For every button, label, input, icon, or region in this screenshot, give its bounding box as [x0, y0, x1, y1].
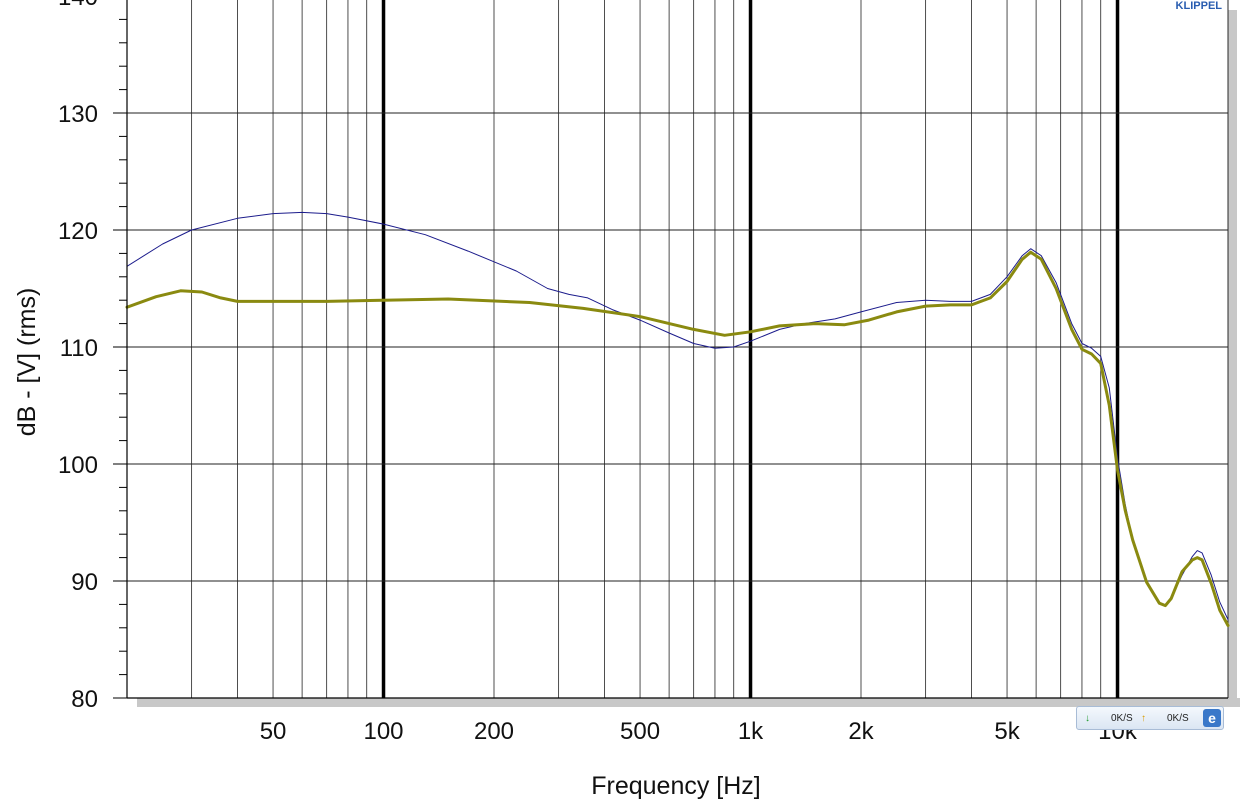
- y-tick-label: 110: [60, 335, 98, 362]
- tick-labels: 8090100110120130140501002005001k2k5k10k: [58, 0, 1138, 745]
- y-tick-label: 120: [58, 218, 98, 245]
- upload-rate: 0K/S: [1167, 713, 1189, 724]
- plot-shadow-bottom: [137, 698, 1240, 707]
- upload-arrow-icon: ↑: [1141, 713, 1146, 724]
- x-tick-label: 200: [474, 718, 514, 745]
- x-tick-label: 100: [363, 718, 403, 745]
- y-tick-label: 80: [71, 686, 98, 713]
- series-line-2: [125, 250, 1230, 627]
- y-tick-label: 130: [58, 101, 98, 128]
- series-layer: [125, 211, 1230, 627]
- x-tick-label: 1k: [738, 718, 764, 745]
- ie-icon[interactable]: e: [1203, 709, 1221, 727]
- x-tick-label: 500: [620, 718, 660, 745]
- plot-area: [127, 0, 1228, 698]
- plot-shadow-right: [1228, 10, 1237, 707]
- x-tick-label: 50: [260, 718, 287, 745]
- x-tick-label: 5k: [994, 718, 1020, 745]
- y-tick-label: 90: [71, 569, 98, 596]
- y-axis-label: dB - [V] (rms): [13, 288, 41, 437]
- download-rate: 0K/S: [1111, 713, 1133, 724]
- download-arrow-icon: ↓: [1085, 713, 1090, 724]
- plot-shadow: [137, 10, 1240, 707]
- network-speed-widget[interactable]: ↓ 0K/S ↑ 0K/S e: [1076, 706, 1224, 730]
- brand-logo-text: KLIPPEL: [1176, 0, 1223, 12]
- y-tick-label: 100: [58, 452, 98, 479]
- x-tick-label: 2k: [848, 718, 874, 745]
- axes: [113, 0, 1228, 699]
- x-axis-label: Frequency [Hz]: [591, 772, 761, 800]
- y-tick-label: 140: [58, 0, 98, 11]
